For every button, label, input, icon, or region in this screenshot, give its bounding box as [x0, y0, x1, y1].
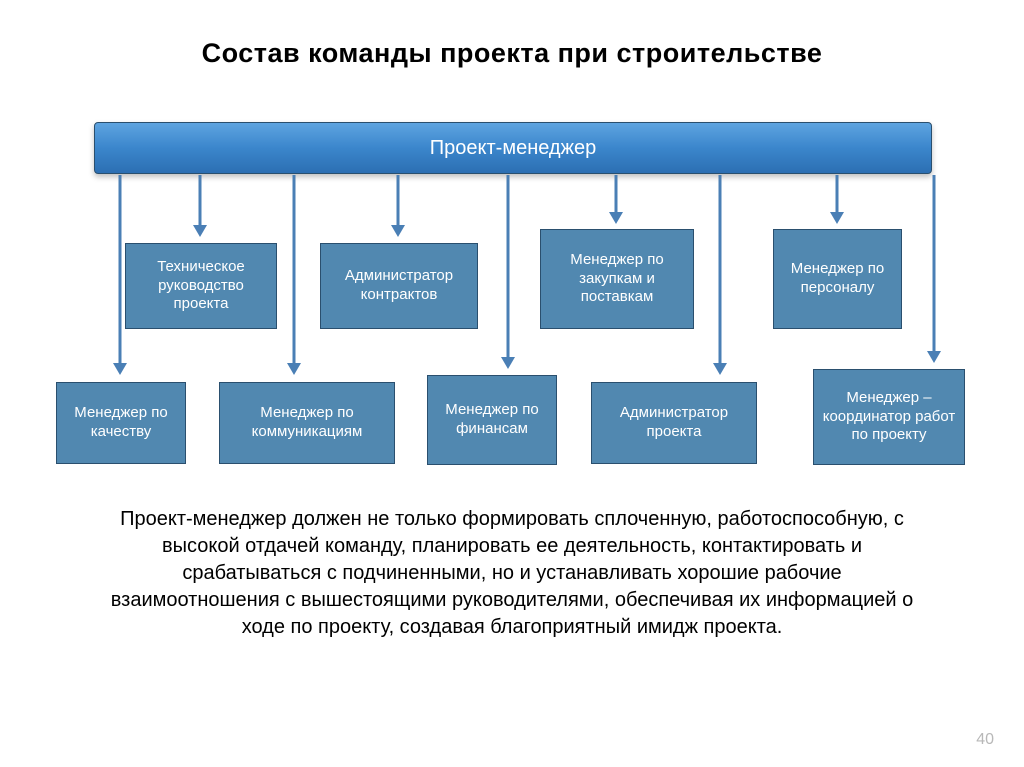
node-label: Менеджер по качеству: [65, 404, 177, 442]
node-label: Менеджер по коммуникациям: [228, 404, 386, 442]
slide-title: Состав команды проекта при строительстве: [0, 38, 1024, 69]
node-label: Администратор проекта: [600, 404, 748, 442]
page-number: 40: [976, 731, 994, 749]
node-label: Техническое руководство проекта: [134, 258, 268, 314]
node-label: Администратор контрактов: [329, 267, 469, 305]
node-label: Менеджер по финансам: [436, 401, 548, 439]
node-finance-mgr: Менеджер по финансам: [427, 375, 557, 465]
node-procurement-mgr: Менеджер по закупкам и поставкам: [540, 229, 694, 329]
node-project-admin: Администратор проекта: [591, 382, 757, 464]
node-comm-mgr: Менеджер по коммуникациям: [219, 382, 395, 464]
slide: Состав команды проекта при строительстве…: [0, 0, 1024, 767]
node-label: Менеджер – координатор работ по проекту: [822, 389, 956, 445]
node-label: Менеджер по закупкам и поставкам: [549, 251, 685, 307]
node-hr-mgr: Менеджер по персоналу: [773, 229, 902, 329]
node-tech-lead: Техническое руководство проекта: [125, 243, 277, 329]
node-quality-mgr: Менеджер по качеству: [56, 382, 186, 464]
description-paragraph: Проект-менеджер должен не только формиро…: [98, 506, 926, 641]
node-project-manager: Проект-менеджер: [94, 122, 932, 174]
node-label: Проект-менеджер: [430, 136, 596, 161]
node-label: Менеджер по персоналу: [782, 260, 893, 298]
node-contract-admin: Администратор контрактов: [320, 243, 478, 329]
node-coord-mgr: Менеджер – координатор работ по проекту: [813, 369, 965, 465]
